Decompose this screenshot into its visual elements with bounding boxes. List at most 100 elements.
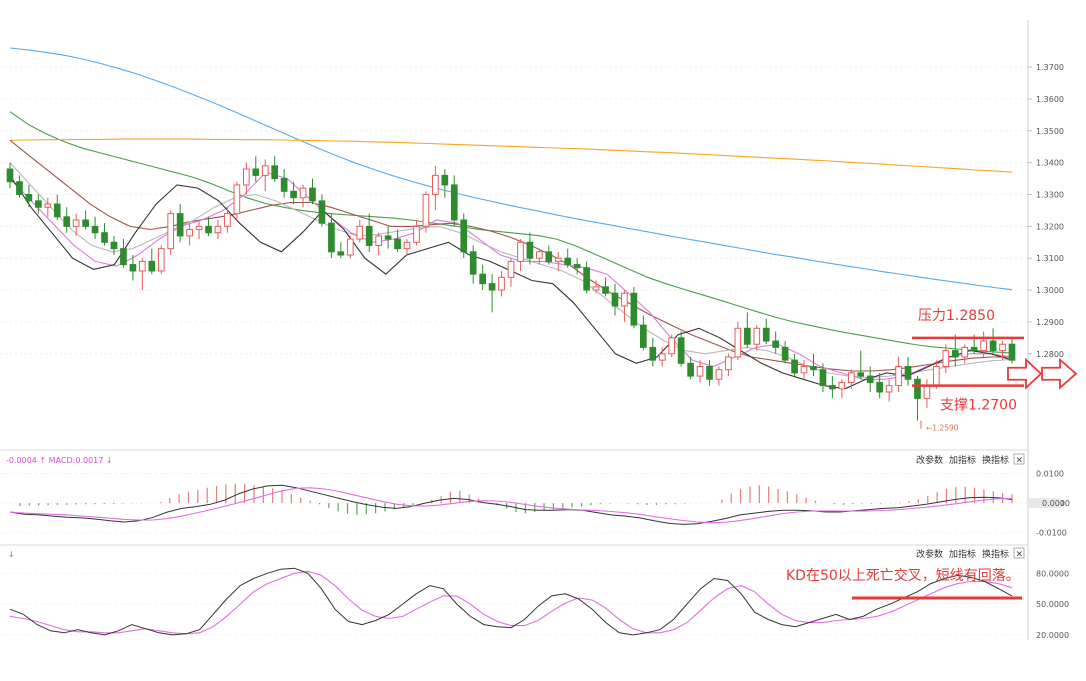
candle	[602, 277, 609, 297]
change-params-button[interactable]: 改参数	[916, 454, 943, 466]
candle-body	[649, 346, 657, 361]
candle-body	[186, 229, 193, 237]
main-panel: 1.3700 1.3600 1.3500 1.3400 1.3300 1.3200 1.31…	[0, 20, 1078, 640]
switch-indicator-button[interactable]: 换指标	[982, 548, 1009, 560]
candle-body	[989, 340, 997, 352]
candle-body	[101, 232, 108, 243]
candle	[517, 239, 524, 271]
candle-body	[829, 385, 836, 390]
candle	[318, 194, 326, 227]
candle	[819, 363, 827, 392]
candle-body	[895, 366, 902, 387]
candle-body	[810, 366, 817, 371]
candle-body	[507, 260, 515, 278]
close-icon[interactable]: ×	[1016, 550, 1024, 560]
candle	[460, 213, 468, 259]
candle-body	[838, 381, 846, 390]
candle-body	[630, 292, 638, 326]
candle-body	[772, 340, 780, 348]
candle-body	[923, 385, 931, 399]
candle-body	[441, 174, 449, 186]
candle	[261, 159, 269, 192]
macd-panel: -0.0004 ↑ MACD:0.0017 ↓ 改参数 加指标 换指标 × 0.…	[0, 453, 1070, 538]
candle-body	[469, 251, 477, 275]
candle	[687, 356, 694, 380]
candle-body	[157, 248, 165, 272]
candle-body	[781, 346, 789, 361]
candle-body	[35, 200, 42, 208]
moving-average-line	[9, 111, 1013, 354]
candle	[668, 334, 676, 357]
candle-body	[280, 178, 288, 192]
candle-body	[176, 213, 184, 237]
candle-body	[980, 340, 987, 352]
candle-body	[743, 327, 751, 345]
candle-body	[602, 286, 609, 294]
candle	[469, 245, 477, 284]
close-panel-button[interactable]: ×	[1013, 453, 1025, 466]
candle	[53, 194, 61, 220]
candle-body	[450, 184, 458, 221]
y-tick-label: 80.0000	[1036, 569, 1069, 578]
candle	[205, 216, 212, 236]
candle-body	[205, 225, 212, 234]
candle	[63, 207, 71, 233]
candle-body	[866, 375, 874, 383]
candle-body	[72, 219, 80, 227]
candle	[583, 261, 590, 294]
candle-body	[847, 372, 855, 383]
close-panel-button[interactable]: ×	[1013, 547, 1025, 560]
candle	[280, 169, 288, 198]
add-indicator-button[interactable]: 加指标	[949, 454, 976, 466]
candle-body	[696, 366, 704, 377]
candle-body	[961, 346, 969, 358]
candle-body	[904, 366, 912, 380]
candle	[554, 251, 562, 271]
candle	[129, 255, 137, 281]
candle	[564, 248, 572, 268]
candle	[725, 353, 732, 377]
candle-body	[479, 273, 486, 285]
candle-body	[167, 213, 175, 250]
candle	[120, 239, 127, 268]
macd-dif-line	[9, 484, 1013, 525]
candle	[479, 264, 486, 291]
switch-indicator-button[interactable]: 换指标	[982, 454, 1009, 466]
candle	[498, 270, 505, 297]
candle-body	[876, 381, 883, 393]
candle	[592, 280, 600, 294]
candle	[772, 331, 780, 354]
kd-d-line	[9, 570, 1013, 635]
candle-body	[195, 225, 203, 231]
candle	[829, 376, 836, 399]
candle-body	[337, 251, 345, 256]
candle	[290, 181, 297, 205]
candle	[999, 341, 1006, 361]
zero-value-badge	[1029, 498, 1061, 509]
candle-body	[460, 219, 468, 253]
macd-dea-line	[9, 487, 1013, 524]
candle	[337, 242, 345, 259]
candle-body	[725, 356, 732, 371]
close-box[interactable]	[1013, 453, 1025, 465]
candle-body	[110, 241, 118, 250]
candle	[545, 245, 553, 265]
candle-body	[677, 337, 685, 364]
candle	[791, 353, 798, 377]
candle	[82, 210, 89, 230]
candle-body	[224, 213, 231, 227]
y-tick-label: 1.2900	[1036, 318, 1064, 327]
candle	[743, 312, 751, 348]
y-tick-label: 1.3400	[1036, 159, 1064, 168]
candle	[422, 191, 430, 233]
close-box[interactable]	[1013, 547, 1025, 559]
candle-body	[715, 369, 723, 380]
candle-body	[498, 276, 505, 291]
change-params-button[interactable]: 改参数	[916, 548, 943, 560]
close-icon[interactable]: ×	[1016, 456, 1024, 466]
add-indicator-button[interactable]: 加指标	[949, 548, 976, 560]
candle-body	[16, 181, 23, 195]
candle-body	[942, 350, 950, 368]
y-tick-label: 1.3600	[1036, 95, 1064, 104]
